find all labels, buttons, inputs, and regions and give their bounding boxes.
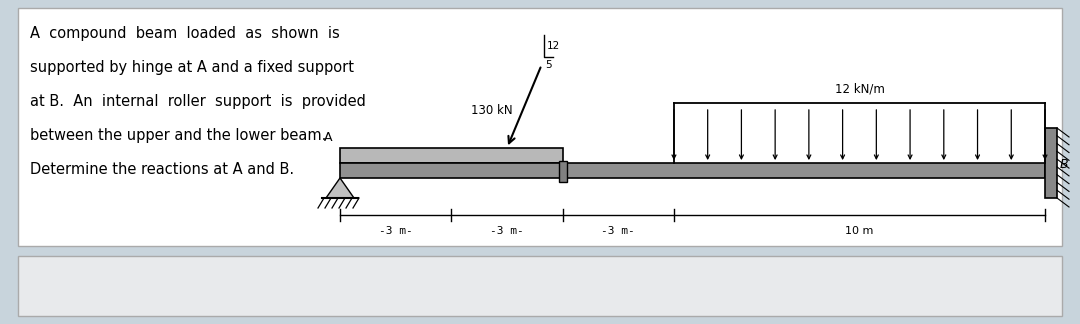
Text: 12: 12 xyxy=(546,41,559,51)
Text: between the upper and the lower beam.: between the upper and the lower beam. xyxy=(30,128,326,143)
Text: A: A xyxy=(324,131,332,144)
Text: 12 kN/m: 12 kN/m xyxy=(835,82,885,95)
Bar xyxy=(1045,128,1057,198)
Text: 130 kN: 130 kN xyxy=(471,104,512,117)
Text: Determine the reactions at A and B.: Determine the reactions at A and B. xyxy=(30,162,294,177)
Polygon shape xyxy=(326,178,354,198)
Bar xyxy=(18,8,1062,246)
Text: A  compound  beam  loaded  as  shown  is: A compound beam loaded as shown is xyxy=(30,26,340,41)
Text: B: B xyxy=(1059,158,1068,171)
Text: -3 m-: -3 m- xyxy=(602,226,635,236)
Bar xyxy=(340,163,1045,178)
Text: supported by hinge at A and a fixed support: supported by hinge at A and a fixed supp… xyxy=(30,60,354,75)
Text: 5: 5 xyxy=(544,60,552,70)
Bar xyxy=(18,256,1062,316)
Text: -3 m-: -3 m- xyxy=(379,226,413,236)
Text: at B.  An  internal  roller  support  is  provided: at B. An internal roller support is prov… xyxy=(30,94,366,109)
Text: -3 m-: -3 m- xyxy=(490,226,524,236)
Bar xyxy=(558,161,567,182)
Text: 10 m: 10 m xyxy=(846,226,874,236)
Bar xyxy=(340,148,563,163)
